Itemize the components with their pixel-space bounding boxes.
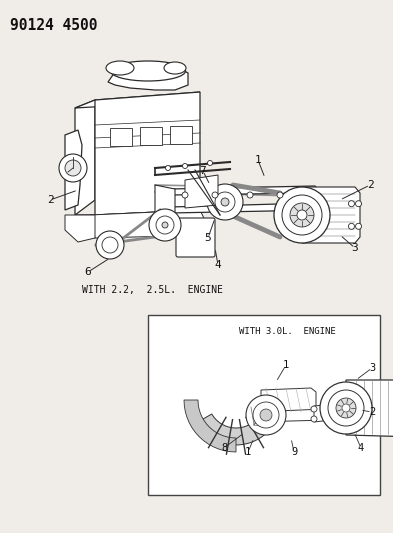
Polygon shape [346, 380, 393, 437]
Circle shape [182, 164, 187, 168]
Polygon shape [65, 215, 95, 242]
Text: 6: 6 [84, 267, 92, 277]
Circle shape [320, 382, 372, 434]
Polygon shape [75, 92, 200, 108]
Text: 5: 5 [205, 233, 211, 243]
Circle shape [277, 192, 283, 198]
FancyBboxPatch shape [176, 218, 215, 257]
Circle shape [297, 210, 307, 220]
Text: 1: 1 [255, 155, 261, 165]
Circle shape [247, 192, 253, 198]
Polygon shape [197, 414, 275, 445]
Circle shape [260, 409, 272, 421]
Polygon shape [184, 400, 236, 452]
Circle shape [311, 416, 317, 422]
Text: 4: 4 [215, 260, 221, 270]
Circle shape [356, 201, 362, 207]
Ellipse shape [106, 61, 134, 75]
Text: 2: 2 [369, 407, 375, 417]
Bar [110, 128, 132, 146]
Polygon shape [95, 92, 200, 215]
Circle shape [215, 192, 235, 212]
Circle shape [282, 195, 322, 235]
Polygon shape [185, 175, 218, 208]
Text: WITH 2.2,  2.5L.  ENGINE: WITH 2.2, 2.5L. ENGINE [81, 285, 222, 295]
Circle shape [102, 237, 118, 253]
Circle shape [165, 166, 171, 171]
Text: 7: 7 [200, 166, 206, 176]
Circle shape [342, 404, 350, 412]
Circle shape [246, 395, 286, 435]
Circle shape [59, 154, 87, 182]
Circle shape [311, 406, 317, 412]
Polygon shape [261, 388, 316, 412]
Circle shape [290, 203, 314, 227]
Circle shape [162, 222, 168, 228]
Bar [170, 126, 192, 144]
Text: 3: 3 [352, 243, 358, 253]
Polygon shape [155, 185, 175, 215]
Bar [140, 127, 162, 145]
Circle shape [349, 223, 354, 229]
Text: 90124 4500: 90124 4500 [10, 18, 97, 33]
Circle shape [328, 390, 364, 426]
Circle shape [356, 223, 362, 229]
Circle shape [149, 209, 181, 241]
Circle shape [349, 201, 354, 207]
Polygon shape [75, 210, 200, 222]
Polygon shape [90, 210, 212, 238]
Text: 2: 2 [367, 180, 373, 190]
Text: 1: 1 [283, 360, 289, 370]
Polygon shape [314, 403, 348, 422]
Polygon shape [170, 203, 320, 213]
Polygon shape [75, 100, 95, 215]
Text: WITH 3.0L.  ENGINE: WITH 3.0L. ENGINE [239, 327, 336, 336]
Polygon shape [302, 187, 360, 243]
Circle shape [221, 198, 229, 206]
Circle shape [253, 402, 279, 428]
Text: 8: 8 [221, 443, 227, 453]
Circle shape [182, 192, 188, 198]
Circle shape [208, 160, 213, 166]
Circle shape [212, 192, 218, 198]
Circle shape [274, 187, 330, 243]
Polygon shape [108, 64, 188, 90]
Ellipse shape [110, 61, 185, 81]
Text: 4: 4 [358, 443, 364, 453]
Text: 9: 9 [291, 447, 297, 457]
Bar [148, 315, 380, 495]
Text: 2: 2 [47, 195, 53, 205]
Polygon shape [254, 409, 328, 422]
Circle shape [336, 398, 356, 418]
Polygon shape [170, 186, 320, 195]
Text: 1: 1 [245, 447, 251, 457]
Text: 3: 3 [369, 363, 375, 373]
Ellipse shape [164, 62, 186, 74]
Circle shape [65, 160, 81, 176]
Circle shape [96, 231, 124, 259]
Circle shape [156, 216, 174, 234]
Polygon shape [65, 130, 82, 210]
Circle shape [207, 184, 243, 220]
